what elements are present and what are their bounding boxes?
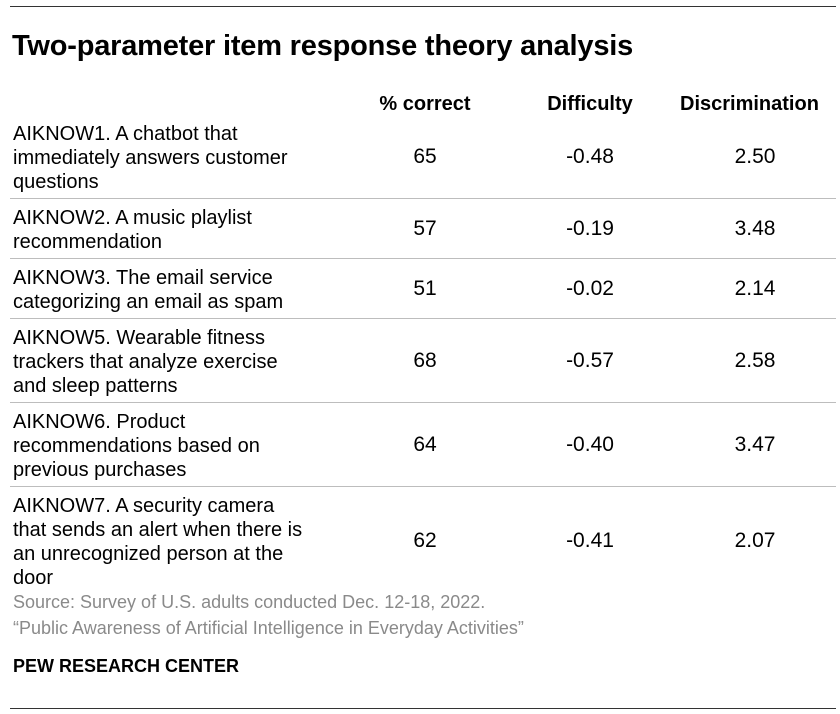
cell-percent-correct: 51 — [413, 277, 437, 300]
cell-discrimination: 3.47 — [734, 433, 776, 456]
cell-percent-correct: 68 — [413, 349, 437, 372]
column-header-percent-correct: % correct — [379, 93, 471, 115]
report-title: “Public Awareness of Artificial Intellig… — [13, 618, 524, 638]
cell-percent-correct: 57 — [413, 217, 437, 240]
row-item-label: AIKNOW1. A chatbot that immediately answe… — [13, 122, 353, 194]
cell-difficulty: -0.40 — [566, 433, 614, 456]
row-item-label-line: that sends an alert when there is — [13, 519, 303, 541]
row-item-label: AIKNOW6. Product recommendations based on… — [13, 410, 353, 482]
row-divider — [10, 258, 836, 259]
cell-percent-correct: 65 — [413, 145, 437, 168]
table-row: AIKNOW2. A music playlist recommendation 5… — [0, 206, 840, 254]
cell-percent-correct: 62 — [413, 529, 437, 552]
row-item-label-line: AIKNOW5. Wearable fitness — [13, 327, 265, 349]
row-item-label-line: AIKNOW6. Product — [13, 411, 186, 433]
table-row: AIKNOW6. Product recommendations based on… — [0, 410, 840, 482]
row-item-label-line: questions — [13, 171, 99, 193]
row-item-label-line: AIKNOW3. The email service — [13, 267, 273, 289]
row-item-label: AIKNOW5. Wearable fitness trackers that a… — [13, 326, 353, 398]
row-item-label-line: trackers that analyze exercise — [13, 351, 278, 373]
cell-discrimination: 2.58 — [734, 349, 776, 372]
row-item-label: AIKNOW2. A music playlist recommendation — [13, 206, 353, 254]
source-note: Source: Survey of U.S. adults conducted … — [13, 592, 486, 612]
row-item-label-line: immediately answers customer — [13, 147, 288, 169]
row-item-label: AIKNOW3. The email service categorizing a… — [13, 266, 353, 314]
row-divider — [10, 486, 836, 487]
row-item-label-line: AIKNOW1. A chatbot that — [13, 123, 238, 145]
column-header-difficulty: Difficulty — [547, 93, 633, 115]
cell-difficulty: -0.02 — [566, 277, 614, 300]
table-row: AIKNOW3. The email service categorizing a… — [0, 266, 840, 314]
row-item-label-line: recommendations based on — [13, 435, 260, 457]
top-rule — [10, 6, 836, 7]
row-item-label-line: and sleep patterns — [13, 375, 178, 397]
row-item-label-line: an unrecognized person at the — [13, 543, 284, 565]
cell-percent-correct: 64 — [413, 433, 437, 456]
cell-difficulty: -0.57 — [566, 349, 614, 372]
row-divider — [10, 318, 836, 319]
row-divider — [10, 402, 836, 403]
row-item-label-line: recommendation — [13, 231, 162, 253]
cell-discrimination: 2.07 — [734, 529, 776, 552]
table-row: AIKNOW1. A chatbot that immediately answe… — [0, 122, 840, 194]
column-header-discrimination: Discrimination — [680, 93, 819, 115]
bottom-rule — [10, 708, 836, 709]
row-item-label-line: door — [13, 567, 54, 589]
row-divider — [10, 198, 836, 199]
row-item-label-line: AIKNOW7. A security camera — [13, 495, 275, 517]
cell-discrimination: 2.50 — [734, 145, 776, 168]
organization-name: PEW RESEARCH CENTER — [13, 656, 240, 676]
row-item-label-line: previous purchases — [13, 459, 187, 481]
cell-difficulty: -0.48 — [566, 145, 614, 168]
cell-discrimination: 2.14 — [734, 277, 776, 300]
row-item-label-line: categorizing an email as spam — [13, 291, 284, 313]
cell-discrimination: 3.48 — [734, 217, 776, 240]
row-item-label-line: AIKNOW2. A music playlist — [13, 207, 252, 229]
table-row: AIKNOW7. A security camera that sends an … — [0, 494, 840, 590]
row-item-label: AIKNOW7. A security camera that sends an … — [13, 494, 353, 590]
chart-title: Two-parameter item response theory analy… — [12, 30, 634, 62]
cell-difficulty: -0.19 — [566, 217, 614, 240]
cell-difficulty: -0.41 — [566, 529, 614, 552]
table-row: AIKNOW5. Wearable fitness trackers that a… — [0, 326, 840, 398]
